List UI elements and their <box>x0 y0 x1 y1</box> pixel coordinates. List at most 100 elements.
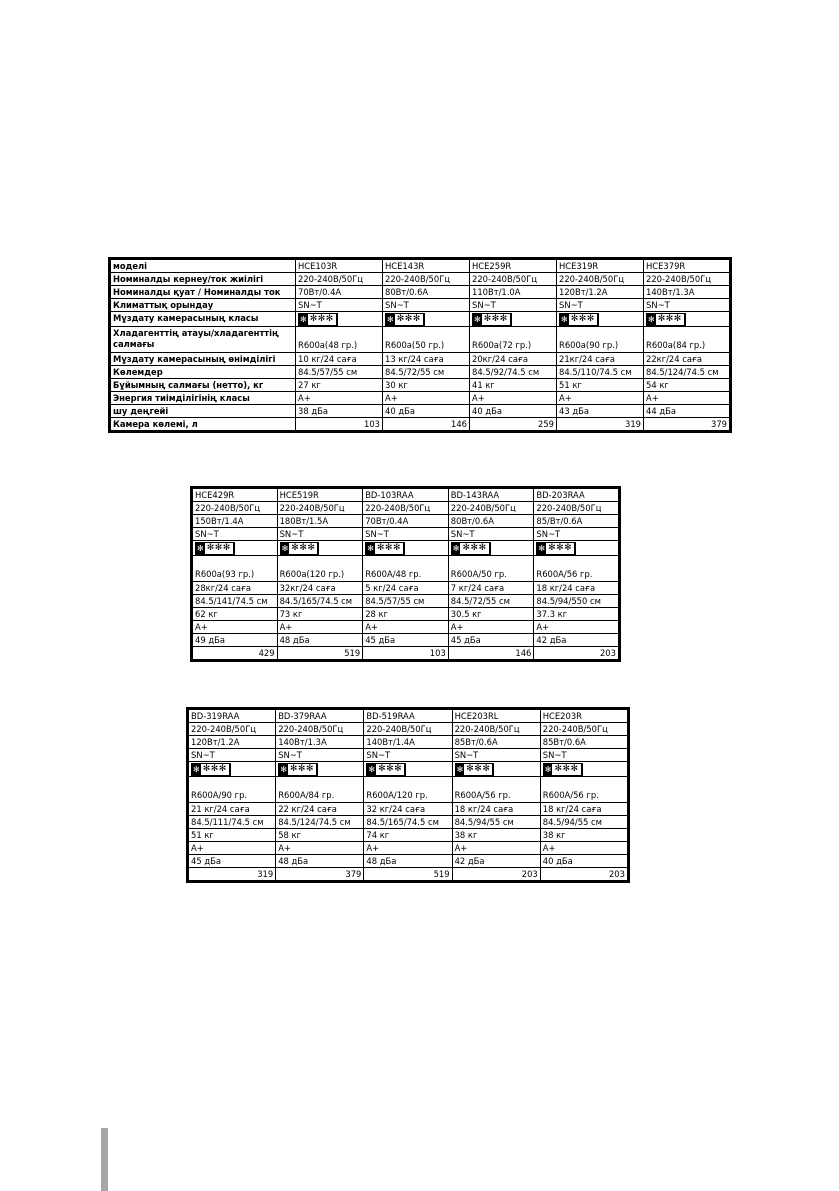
cell-rated-voltage: 220-240В/50Гц <box>191 501 278 515</box>
cell-rated-voltage: 220-240В/50Гц <box>382 272 470 286</box>
cell-net-weight: 58 кг <box>275 828 365 842</box>
spec-table-3: BD-319RAA BD-379RAA BD-519RAA HCE203RL HCE20… <box>186 707 630 883</box>
cell-freezing-capacity: 13 кг/24 сағa <box>382 352 470 366</box>
cell-rated-power: 120Вт/1.2А <box>556 285 644 299</box>
table-row: 84.5/141/74.5 см 84.5/165/74.5 см 84.5/57/… <box>191 594 620 608</box>
cell-model: HCE319R <box>556 258 644 273</box>
frost-class-badge: ✻ ✻✻✻ <box>385 313 425 326</box>
cell-noise-level: 42 дБа <box>451 854 541 868</box>
cell-net-weight: 30.5 кг <box>447 607 535 621</box>
cell-energy-class: A+ <box>363 841 453 855</box>
cell-climate-class: SN~T <box>362 527 449 541</box>
cell-noise-level: 38 дБа <box>295 404 383 418</box>
cell-refrigerant: R600A/50 гр. <box>447 555 535 582</box>
cell-noise-level: 44 дБа <box>643 404 731 418</box>
frost-class-badge: ✻ ✻✻✻ <box>542 763 583 776</box>
frost-stars: ✻✻✻ <box>655 314 684 325</box>
table-row: 150Вт/1.4А 180Вт/1.5А 70Вт/0.4А 80Вт/0.6А 85… <box>191 514 620 528</box>
cell-dimensions: 84.5/57/55 см <box>295 365 383 379</box>
cell-energy-class: A+ <box>186 841 277 855</box>
cell-climate-class: SN~T <box>276 527 364 541</box>
cell-climate-class: SN~T <box>539 748 629 762</box>
snowflake-icon: ✻ <box>561 315 568 324</box>
cell-refrigerant: R600a(120 гр.) <box>276 555 364 582</box>
cell-net-weight: 38 кг <box>539 828 629 842</box>
cell-noise-level: 40 дБа <box>469 404 557 418</box>
cell-rated-voltage: 220-240В/50Гц <box>276 501 364 515</box>
cell-climate-class: SN~T <box>295 298 383 312</box>
page-gutter-bar <box>101 1128 108 1191</box>
cell-net-weight: 27 кг <box>295 378 383 392</box>
frost-class-badge: ✻ ✻✻✻ <box>195 542 235 555</box>
cell-rated-power: 150Вт/1.4А <box>191 514 278 528</box>
cell-refrigerant: R600A/56 гр. <box>533 555 620 582</box>
cell-energy-class: A+ <box>469 391 557 405</box>
cell-climate-class: SN~T <box>363 748 453 762</box>
cell-climate-class: SN~T <box>533 527 620 541</box>
row-label-frost-class: Мұздату камерасының класы <box>109 311 296 327</box>
cell-energy-class: A+ <box>643 391 731 405</box>
cell-frost-class: ✻ ✻✻✻ <box>643 311 731 327</box>
cell-noise-level: 48 дБа <box>275 854 365 868</box>
snowflake-icon: ✻ <box>193 765 200 774</box>
cell-noise-level: 45 дБа <box>447 633 535 647</box>
cell-rated-voltage: 220-240В/50Гц <box>533 501 620 515</box>
table-row: 21 кг/24 сағa 22 кг/24 сағa 32 кг/24 сағa 1… <box>186 802 629 816</box>
cell-net-weight: 54 кг <box>643 378 731 392</box>
cell-freezing-capacity: 32 кг/24 сағa <box>363 802 453 816</box>
frost-stars: ✻✻✻ <box>287 764 317 775</box>
frost-class-badge: ✻ ✻✻✻ <box>450 542 491 555</box>
table-row: Мұздату камерасының өнімділігі 10 кг/24 с… <box>109 352 731 366</box>
cell-chamber-volume: 103 <box>295 417 383 432</box>
cell-rated-power: 140Вт/1.3А <box>643 285 731 299</box>
row-label-model: моделі <box>109 258 296 273</box>
cell-refrigerant: R600A/84 гр. <box>275 776 365 803</box>
frost-stars: ✻✻✻ <box>460 543 489 554</box>
snowflake-icon: ✻ <box>281 544 289 553</box>
cell-model: HCE259R <box>469 258 557 273</box>
table-row: Хладагенттің атауы/хладагенттің салмағы R… <box>109 326 731 353</box>
row-label-noise-level: шу деңгейі <box>109 404 296 418</box>
row-label-climate-class: Климаттық орындау <box>109 298 296 312</box>
cell-refrigerant: R600A/56 гр. <box>539 776 629 803</box>
cell-climate-class: SN~T <box>186 748 277 762</box>
cell-energy-class: A+ <box>362 620 449 634</box>
table-row: Номиналды қуат / Номиналды ток 70Вт/0.4А 8… <box>109 285 731 299</box>
cell-chamber-volume: 203 <box>451 867 541 882</box>
frost-stars: ✻✻✻ <box>546 543 575 554</box>
cell-model: HCE143R <box>382 258 470 273</box>
cell-rated-voltage: 220-240В/50Гц <box>556 272 644 286</box>
cell-freezing-capacity: 10 кг/24 сағa <box>295 352 383 366</box>
cell-rated-voltage: 220-240В/50Гц <box>363 722 453 736</box>
cell-freezing-capacity: 28кг/24 сағa <box>191 581 278 595</box>
cell-refrigerant: R600a(48 гр.) <box>295 326 383 353</box>
snowflake-icon: ✻ <box>197 544 204 553</box>
table-row: 120Вт/1.2А 140Вт/1.3А 140Вт/1.4А 85Вт/0.6А 8… <box>186 735 629 749</box>
cell-model: HCE379R <box>643 258 731 273</box>
cell-rated-voltage: 220-240В/50Гц <box>447 501 535 515</box>
row-label-chamber-volume: Камера көлемі, л <box>109 417 296 432</box>
cell-rated-voltage: 220-240В/50Гц <box>539 722 629 736</box>
spec-table-2: HCE429R HCE519R BD-103RAA BD-143RAA BD-203RA… <box>190 486 621 662</box>
table-row: HCE429R HCE519R BD-103RAA BD-143RAA BD-203RA… <box>191 487 620 502</box>
table-row: 429 519 103 146 203 <box>191 646 620 661</box>
table-row: 62 кг 73 кг 28 кг 30.5 кг 37.3 кг <box>191 607 620 621</box>
cell-climate-class: SN~T <box>643 298 731 312</box>
snowflake-icon: ✻ <box>387 315 394 324</box>
cell-model: BD-379RAA <box>275 708 365 723</box>
cell-energy-class: A+ <box>295 391 383 405</box>
frost-stars: ✻✻✻ <box>307 314 336 325</box>
table-row: A+ A+ A+ A+ A+ <box>191 620 620 634</box>
row-label-rated-power: Номиналды қуат / Номиналды ток <box>109 285 296 299</box>
snowflake-icon: ✻ <box>648 315 655 324</box>
cell-freezing-capacity: 7 кг/24 сағa <box>447 581 535 595</box>
table-row: шу деңгейі 38 дБа 40 дБа 40 дБа 43 дБа 44 дБа <box>109 404 731 418</box>
cell-model: BD-519RAA <box>363 708 453 723</box>
frost-class-badge: ✻ ✻✻✻ <box>278 763 319 776</box>
cell-refrigerant: R600A/48 гр. <box>362 555 449 582</box>
cell-dimensions: 84.5/165/74.5 см <box>276 594 364 608</box>
cell-chamber-volume: 203 <box>533 646 620 661</box>
cell-dimensions: 84.5/94/550 см <box>533 594 620 608</box>
cell-frost-class: ✻ ✻✻✻ <box>469 311 557 327</box>
frost-stars: ✻✻✻ <box>552 764 581 775</box>
